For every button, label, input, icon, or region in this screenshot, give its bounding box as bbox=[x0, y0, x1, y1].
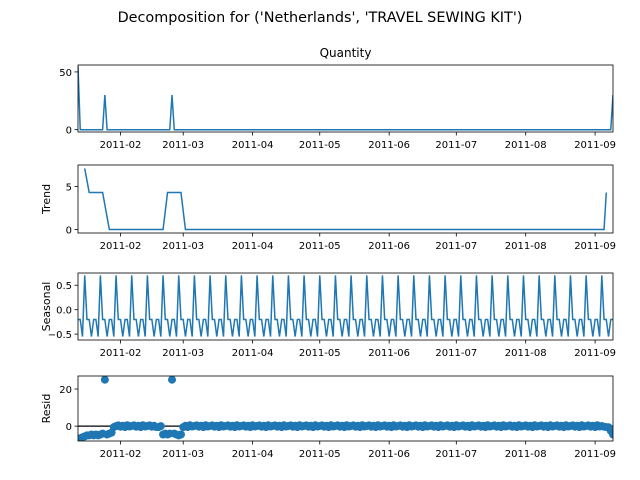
y-axis-label: Resid bbox=[40, 394, 53, 424]
y-tick-label: 0 bbox=[66, 226, 72, 237]
x-tick-label: 2011-05 bbox=[299, 449, 341, 460]
plot-area bbox=[78, 376, 613, 441]
x-tick-label: 2011-09 bbox=[574, 241, 616, 252]
x-tick-label: 2011-02 bbox=[100, 241, 142, 252]
y-tick-label: 50 bbox=[59, 68, 72, 79]
y-tick-label: 0 bbox=[66, 422, 72, 433]
series-line bbox=[78, 66, 613, 131]
x-tick-label: 2011-04 bbox=[232, 140, 274, 151]
y-axis-label: Trend bbox=[40, 184, 53, 215]
resid-point bbox=[176, 430, 185, 439]
y-tick-label: 5 bbox=[66, 183, 72, 194]
x-tick-label: 2011-02 bbox=[100, 449, 142, 460]
resid-point bbox=[168, 376, 177, 384]
axes-frame bbox=[77, 375, 614, 442]
resid-point bbox=[609, 430, 613, 439]
y-tick-label: 20 bbox=[59, 385, 72, 396]
x-tick-label: 2011-05 bbox=[299, 348, 341, 359]
x-tick-label: 2011-09 bbox=[574, 449, 616, 460]
x-tick-label: 2011-03 bbox=[162, 348, 204, 359]
x-tick-label: 2011-04 bbox=[232, 449, 274, 460]
x-tick-label: 2011-06 bbox=[368, 348, 410, 359]
x-tick-label: 2011-04 bbox=[232, 241, 274, 252]
resid-point bbox=[152, 423, 161, 432]
x-tick-label: 2011-07 bbox=[435, 348, 477, 359]
x-tick-label: 2011-04 bbox=[232, 348, 274, 359]
seasonal-line bbox=[78, 275, 613, 337]
axes-frame bbox=[77, 64, 614, 133]
x-tick-label: 2011-08 bbox=[505, 140, 547, 151]
x-tick-label: 2011-06 bbox=[368, 241, 410, 252]
x-tick-label: 2011-02 bbox=[100, 140, 142, 151]
resid-point bbox=[597, 421, 606, 430]
panel-1: Quantity 0 50 2011-02 2011-03 2011-04 2011-05 2… bbox=[59, 46, 616, 151]
resid-point bbox=[100, 376, 109, 384]
x-tick-label: 2011-03 bbox=[162, 140, 204, 151]
x-tick-label: 2011-09 bbox=[574, 348, 616, 359]
x-tick-label: 2011-06 bbox=[368, 140, 410, 151]
x-tick-label: 2011-03 bbox=[162, 449, 204, 460]
x-tick-label: 2011-08 bbox=[505, 241, 547, 252]
x-tick-label: 2011-03 bbox=[162, 241, 204, 252]
plot-area bbox=[78, 275, 613, 337]
figure-suptitle: Decomposition for ('Netherlands', 'TRAVE… bbox=[118, 10, 523, 26]
x-tick-label: 2011-07 bbox=[435, 449, 477, 460]
panel-3: Seasonal−0.5 0.0 0.5 2011-02 2011-03 2011-04 2… bbox=[40, 272, 616, 359]
x-tick-label: 2011-05 bbox=[299, 241, 341, 252]
y-tick-label: 0 bbox=[66, 126, 72, 137]
x-tick-label: 2011-08 bbox=[505, 348, 547, 359]
panel-4: Resid 0 20 2011-02 2011-03 2011-04 2011-05 2011… bbox=[40, 375, 616, 460]
plot-area bbox=[83, 168, 608, 231]
x-tick-label: 2011-08 bbox=[505, 449, 547, 460]
panel-title: Quantity bbox=[320, 46, 372, 60]
plot-area bbox=[78, 66, 613, 131]
y-tick-label: 0.0 bbox=[56, 306, 72, 317]
x-tick-label: 2011-05 bbox=[299, 140, 341, 151]
y-tick-label: −0.5 bbox=[48, 330, 72, 341]
y-tick-label: 0.5 bbox=[56, 281, 72, 292]
x-tick-label: 2011-02 bbox=[100, 348, 142, 359]
axes-frame bbox=[77, 164, 614, 234]
x-tick-label: 2011-06 bbox=[368, 449, 410, 460]
axes-frame bbox=[77, 272, 614, 341]
series-line bbox=[83, 168, 608, 231]
x-tick-label: 2011-09 bbox=[574, 140, 616, 151]
x-tick-label: 2011-07 bbox=[435, 241, 477, 252]
panel-2: Trend 0 5 2011-02 2011-03 2011-04 2011-05 2011-… bbox=[40, 164, 616, 252]
y-axis-label: Seasonal bbox=[40, 282, 53, 332]
x-tick-label: 2011-07 bbox=[435, 140, 477, 151]
